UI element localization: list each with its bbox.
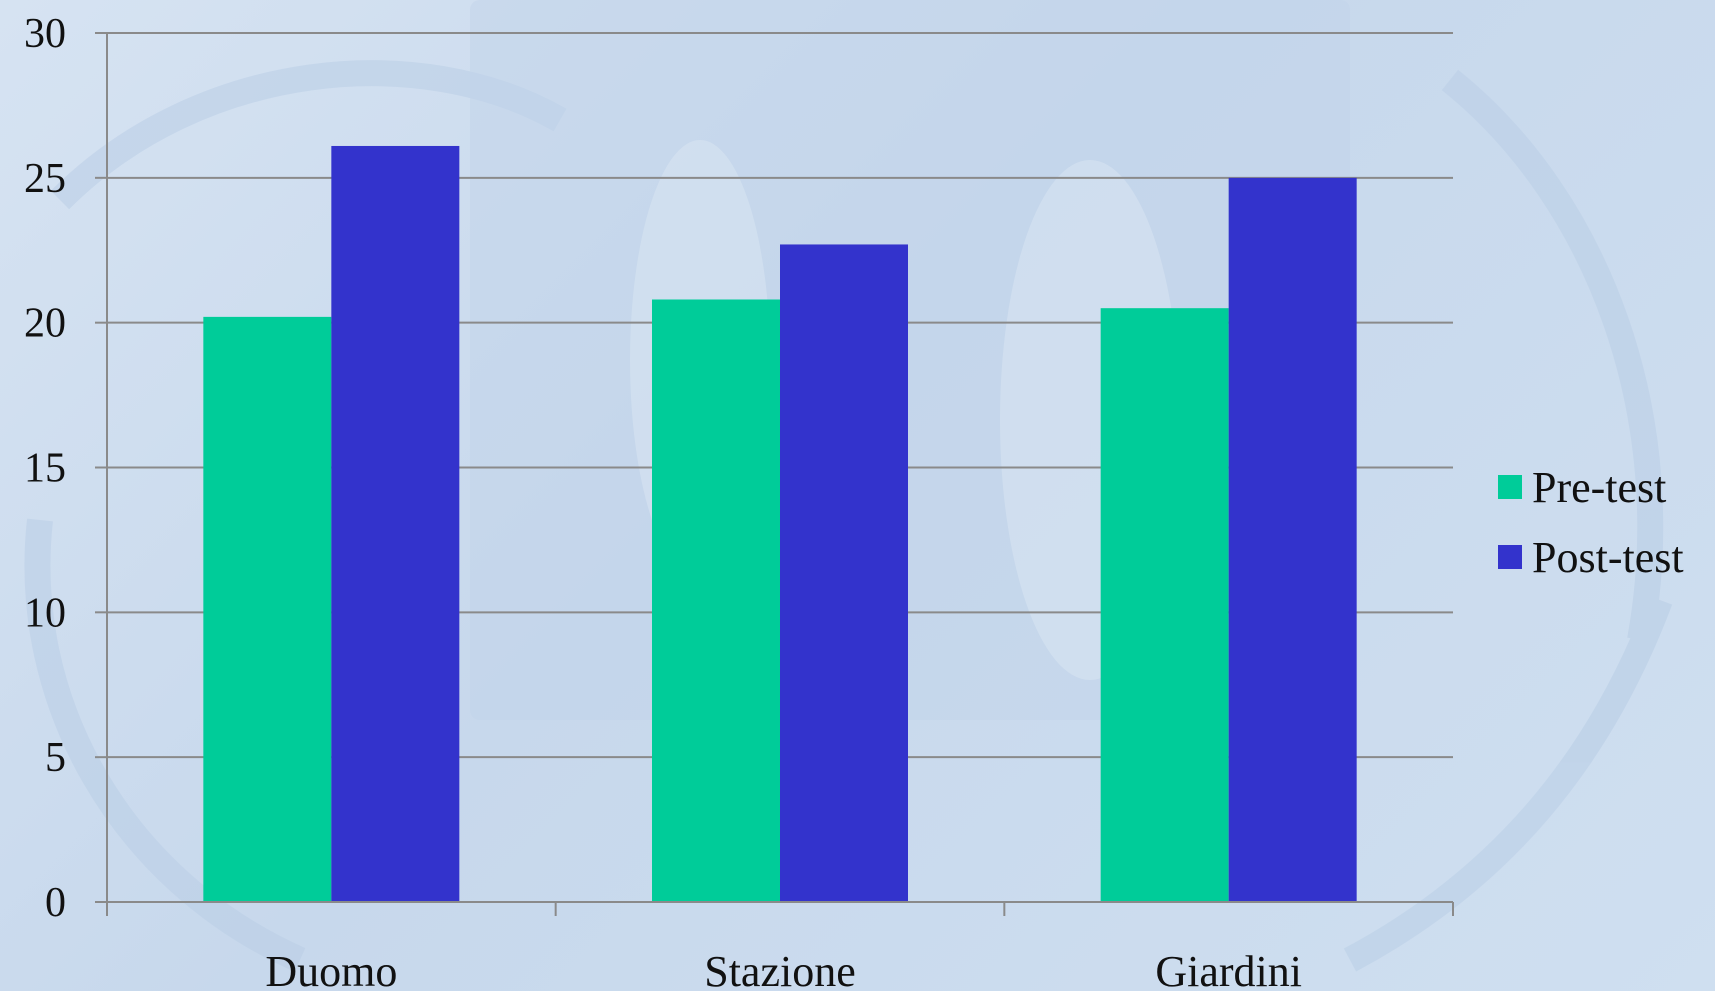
y-tick-label: 20 — [24, 301, 66, 347]
y-tick-label: 0 — [45, 880, 66, 926]
legend-item-pre-test: Pre-test — [1498, 452, 1684, 522]
y-tick-label: 5 — [45, 735, 66, 781]
legend-label-post-test: Post-test — [1532, 532, 1684, 582]
legend: Pre-test Post-test — [1498, 452, 1684, 592]
legend-label-pre-test: Pre-test — [1532, 462, 1667, 512]
bar-pre-test-duomo — [203, 316, 332, 903]
legend-item-post-test: Post-test — [1498, 522, 1684, 592]
bar-post-test-stazione — [780, 244, 908, 902]
legend-swatch-post-test — [1498, 545, 1522, 569]
x-tick-labels: Duomo Stazione Giardini — [265, 947, 1302, 991]
axes — [106, 33, 1454, 916]
bars — [203, 145, 1357, 903]
legend-swatch-pre-test — [1498, 475, 1522, 499]
bar-post-test-duomo — [331, 145, 460, 903]
y-tick-label: 10 — [24, 590, 66, 636]
x-tick-label: Duomo — [265, 947, 397, 991]
x-tick-label: Giardini — [1155, 947, 1302, 991]
y-tick-label: 25 — [24, 156, 66, 202]
bar-pre-test-giardini — [1100, 308, 1229, 902]
y-tick-label: 15 — [24, 446, 66, 492]
bar-post-test-giardini — [1228, 177, 1357, 903]
y-tick-labels: 0 5 10 15 20 25 30 — [24, 11, 66, 926]
y-tick-label: 30 — [24, 11, 66, 57]
x-tick-label: Stazione — [704, 947, 856, 991]
bar-pre-test-stazione — [652, 299, 780, 902]
